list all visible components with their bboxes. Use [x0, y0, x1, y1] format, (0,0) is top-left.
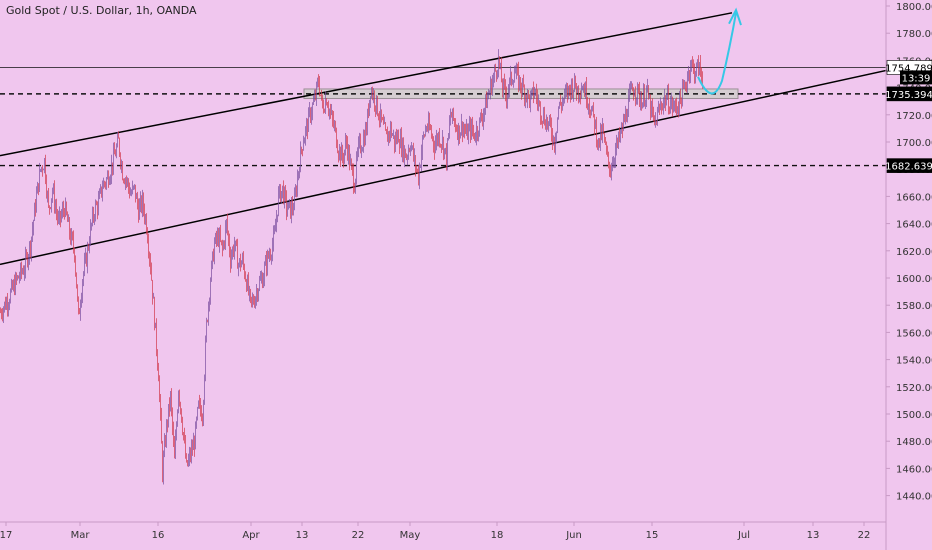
- time-tick-label: May: [400, 530, 421, 541]
- time-tick-label: 22: [858, 530, 871, 541]
- candles-layer: [0, 49, 703, 485]
- level-price-label: 1754.789: [885, 63, 932, 74]
- price-tick-label: 1720.000: [896, 111, 932, 122]
- channel-upper-line: [0, 12, 733, 157]
- price-tick-label: 1800.000: [896, 2, 932, 13]
- price-tick-label: 1580.000: [896, 301, 932, 312]
- level-price-badge: [886, 86, 932, 102]
- projection-arrow-layer: [697, 7, 742, 95]
- price-tick-label: 1640.000: [896, 220, 932, 231]
- horizontal-levels-layer: [0, 67, 886, 167]
- price-tick-label: 1540.000: [896, 356, 932, 367]
- price-tick-label: 1440.000: [896, 492, 932, 503]
- price-tick-label: 1620.000: [896, 247, 932, 258]
- time-tick-label: 17: [0, 530, 12, 541]
- time-tick-label: 13: [807, 530, 820, 541]
- time-axis[interactable]: 17 Mar 16 Apr 13 22 May 18 Jun 15 Jul 13 22: [0, 522, 870, 541]
- projection-arrowhead: [728, 7, 742, 26]
- time-tick-label: Apr: [242, 530, 260, 541]
- time-tick-label: Mar: [71, 530, 91, 541]
- time-tick-label: Jun: [565, 530, 582, 541]
- last-price-time-badge: [900, 70, 932, 85]
- level-labels-layer: 1754.789 1735.394 1682.639 13:39: [885, 60, 932, 173]
- price-tick-label: 1660.000: [896, 192, 932, 203]
- channel-lower-line: [0, 59, 932, 266]
- price-tick-label: 1600.000: [896, 274, 932, 285]
- price-tick-label: 1560.000: [896, 328, 932, 339]
- time-tick-label: 18: [491, 530, 504, 541]
- time-tick-label: 15: [646, 530, 659, 541]
- time-tick-label: 13: [296, 530, 309, 541]
- price-tick-label: 1480.000: [896, 437, 932, 448]
- channel-lines-layer: [0, 12, 932, 266]
- time-tick-label: 22: [352, 530, 365, 541]
- last-price-time-label: 13:39: [902, 73, 931, 84]
- time-tick-label: 16: [152, 530, 165, 541]
- price-tick-label: 1460.000: [896, 464, 932, 475]
- projection-curve: [697, 12, 737, 95]
- level-price-label: 1682.639: [885, 162, 932, 173]
- level-price-label: 1735.394: [885, 90, 932, 101]
- time-tick-label: Jul: [737, 530, 750, 541]
- price-tick-label: 1500.000: [896, 410, 932, 421]
- price-tick-label: 1780.000: [896, 29, 932, 40]
- price-tick-label: 1520.000: [896, 383, 932, 394]
- price-tick-label: 1700.000: [896, 138, 932, 149]
- level-price-badge: [886, 158, 932, 173]
- chart-title: Gold Spot / U.S. Dollar, 1h, OANDA: [6, 4, 197, 17]
